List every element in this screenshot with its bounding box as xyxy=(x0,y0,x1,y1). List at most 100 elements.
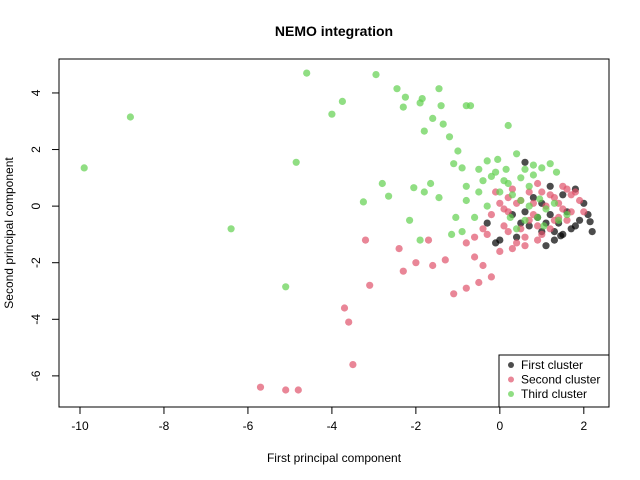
x-tick-label: 2 xyxy=(580,419,587,433)
data-point-series-3 xyxy=(338,97,346,105)
data-point-series-2 xyxy=(366,281,374,289)
y-tick-label: -2 xyxy=(29,257,43,268)
data-point-series-3 xyxy=(406,216,414,224)
data-point-series-3 xyxy=(420,127,428,135)
legend-label: First cluster xyxy=(521,358,583,372)
legend-marker xyxy=(508,376,514,383)
x-axis: -10 -8 -6 -4 -2 0 2 xyxy=(71,406,587,433)
data-point-series-3 xyxy=(454,147,462,155)
data-point-series-3 xyxy=(393,85,401,93)
data-point-series-3 xyxy=(458,228,466,236)
data-point-series-3 xyxy=(521,216,529,224)
data-point-series-2 xyxy=(496,247,504,255)
data-point-series-3 xyxy=(492,168,500,176)
data-point-series-3 xyxy=(552,168,561,176)
data-point-series-2 xyxy=(349,361,357,369)
data-point-series-3 xyxy=(462,182,470,190)
data-point-series-3 xyxy=(483,157,491,165)
data-point-series-1 xyxy=(521,208,529,216)
data-point-series-2 xyxy=(487,211,495,219)
data-point-series-3 xyxy=(429,114,437,122)
x-tick-label: -8 xyxy=(159,419,170,433)
data-point-series-2 xyxy=(475,278,483,287)
data-point-series-1 xyxy=(546,211,554,219)
data-point-series-3 xyxy=(462,196,470,205)
data-point-series-2 xyxy=(521,242,529,250)
chart-title: NEMO integration xyxy=(275,23,393,39)
data-point-series-3 xyxy=(427,179,435,188)
data-point-series-3 xyxy=(359,198,367,206)
data-point-series-3 xyxy=(546,160,554,168)
y-axis: -6 -4 -2 0 2 4 xyxy=(29,89,60,381)
data-point-series-3 xyxy=(399,103,407,111)
data-point-series-1 xyxy=(513,233,521,241)
data-point-series-1 xyxy=(550,236,559,244)
x-tick-label: 0 xyxy=(496,419,503,433)
data-point-series-3 xyxy=(540,222,548,230)
data-point-series-2 xyxy=(450,290,458,298)
data-point-series-3 xyxy=(525,182,533,190)
data-point-series-3 xyxy=(542,205,550,213)
data-point-series-2 xyxy=(294,386,302,394)
data-point-series-3 xyxy=(328,110,336,118)
data-point-series-3 xyxy=(502,165,510,173)
data-point-series-3 xyxy=(410,184,418,192)
data-point-series-3 xyxy=(401,93,409,101)
data-point-series-1 xyxy=(546,182,554,190)
data-point-series-1 xyxy=(525,222,533,230)
data-point-series-2 xyxy=(563,185,571,193)
data-point-series-3 xyxy=(385,192,393,200)
data-point-series-3 xyxy=(282,283,290,291)
data-point-series-3 xyxy=(494,155,502,163)
data-point-series-2 xyxy=(395,245,403,253)
data-point-series-3 xyxy=(513,225,521,233)
data-point-series-2 xyxy=(534,222,542,230)
legend-marker xyxy=(508,362,514,368)
data-point-series-3 xyxy=(292,158,300,166)
data-point-series-3 xyxy=(525,202,533,210)
data-point-series-3 xyxy=(126,113,134,121)
data-point-series-1 xyxy=(483,219,491,227)
legend-marker xyxy=(508,391,514,397)
data-point-series-3 xyxy=(555,216,563,224)
data-point-series-3 xyxy=(517,196,525,205)
data-point-series-2 xyxy=(471,233,479,241)
data-point-series-2 xyxy=(496,199,504,207)
data-point-series-3 xyxy=(475,165,483,173)
data-point-series-3 xyxy=(534,213,542,221)
data-point-series-2 xyxy=(462,239,470,247)
data-point-series-2 xyxy=(412,259,420,267)
data-point-series-1 xyxy=(576,216,584,224)
data-point-series-2 xyxy=(424,236,433,244)
y-axis-label: Second principal component xyxy=(2,157,16,309)
data-point-series-2 xyxy=(471,253,479,261)
data-point-series-3 xyxy=(479,177,487,185)
data-point-series-1 xyxy=(559,191,567,199)
data-point-series-2 xyxy=(538,230,546,238)
x-tick-label: -4 xyxy=(327,419,338,433)
data-point-series-1 xyxy=(586,218,594,226)
data-point-series-2 xyxy=(580,208,588,216)
data-point-series-2 xyxy=(576,196,584,205)
legend-box xyxy=(498,354,610,408)
data-point-series-2 xyxy=(399,267,407,275)
data-point-series-3 xyxy=(80,164,88,172)
x-tick-label: -2 xyxy=(411,419,422,433)
data-point-series-3 xyxy=(227,225,235,233)
data-point-series-3 xyxy=(563,211,571,219)
data-point-series-3 xyxy=(504,121,512,130)
y-tick-label: -6 xyxy=(29,370,43,381)
data-point-series-1 xyxy=(529,194,538,202)
data-point-series-2 xyxy=(282,386,290,394)
data-point-series-2 xyxy=(429,261,437,270)
data-point-series-2 xyxy=(340,304,349,312)
data-point-series-2 xyxy=(487,273,495,281)
data-point-series-3 xyxy=(471,213,479,221)
data-point-series-3 xyxy=(445,133,454,141)
y-tick-label: -4 xyxy=(29,314,43,325)
data-point-series-3 xyxy=(435,85,443,93)
data-point-series-3 xyxy=(437,102,445,110)
data-point-series-1 xyxy=(588,228,596,236)
y-tick-label: 2 xyxy=(29,146,43,153)
data-point-series-3 xyxy=(372,71,380,79)
